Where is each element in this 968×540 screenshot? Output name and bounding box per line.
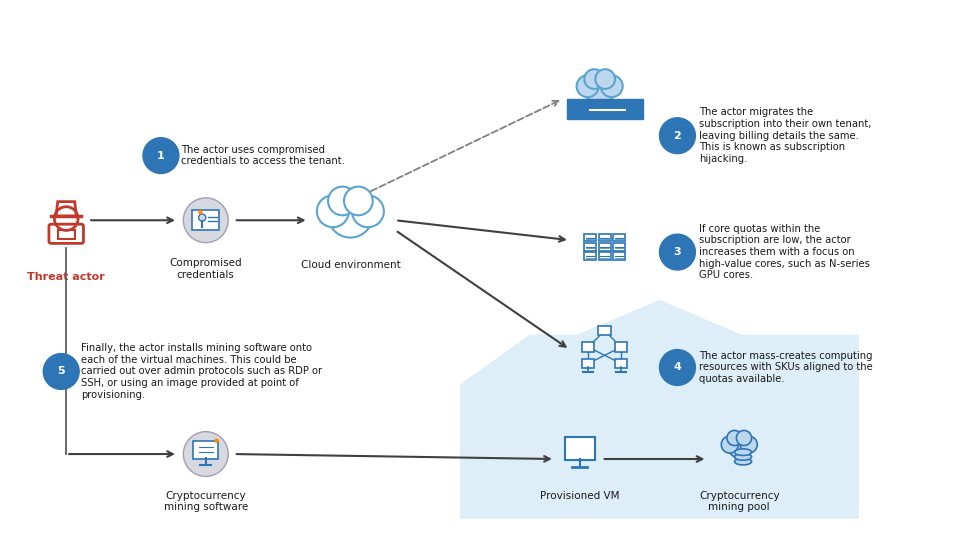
Text: 4: 4 bbox=[674, 362, 681, 373]
Circle shape bbox=[344, 187, 373, 215]
FancyBboxPatch shape bbox=[564, 437, 595, 460]
Ellipse shape bbox=[735, 454, 751, 460]
FancyBboxPatch shape bbox=[193, 210, 220, 230]
Circle shape bbox=[44, 354, 79, 389]
Circle shape bbox=[214, 438, 219, 443]
Text: Provisioned VM: Provisioned VM bbox=[540, 491, 620, 501]
Text: The actor mass-creates computing
resources with SKUs aligned to the
quotas avail: The actor mass-creates computing resourc… bbox=[700, 351, 873, 384]
Polygon shape bbox=[460, 300, 859, 384]
Text: The actor uses compromised
credentials to access the tenant.: The actor uses compromised credentials t… bbox=[181, 145, 345, 166]
FancyBboxPatch shape bbox=[615, 359, 627, 368]
FancyBboxPatch shape bbox=[613, 252, 625, 260]
Circle shape bbox=[721, 436, 739, 453]
Text: If core quotas within the
subscription are low, the actor
increases them with a : If core quotas within the subscription a… bbox=[700, 224, 870, 280]
Circle shape bbox=[737, 430, 751, 445]
Polygon shape bbox=[460, 335, 859, 519]
Text: Cryptocurrency
mining software: Cryptocurrency mining software bbox=[164, 491, 248, 512]
Text: Cryptocurrency
mining pool: Cryptocurrency mining pool bbox=[699, 491, 779, 512]
FancyBboxPatch shape bbox=[598, 326, 611, 335]
Circle shape bbox=[183, 431, 228, 476]
Circle shape bbox=[601, 75, 622, 97]
Ellipse shape bbox=[735, 458, 751, 465]
Text: 2: 2 bbox=[674, 131, 681, 141]
Text: Compromised
credentials: Compromised credentials bbox=[169, 258, 242, 280]
Circle shape bbox=[728, 435, 750, 458]
Text: 5: 5 bbox=[57, 367, 65, 376]
Circle shape bbox=[585, 69, 604, 89]
Circle shape bbox=[595, 69, 615, 89]
Ellipse shape bbox=[735, 449, 751, 455]
Circle shape bbox=[317, 195, 348, 227]
Circle shape bbox=[741, 436, 757, 453]
Text: 1: 1 bbox=[157, 151, 165, 160]
FancyBboxPatch shape bbox=[613, 243, 625, 251]
Text: Threat actor: Threat actor bbox=[27, 272, 106, 282]
Circle shape bbox=[659, 234, 695, 270]
Circle shape bbox=[727, 430, 742, 445]
Text: The actor migrates the
subscription into their own tenant,
leaving billing detai: The actor migrates the subscription into… bbox=[700, 107, 872, 164]
Circle shape bbox=[659, 349, 695, 386]
FancyBboxPatch shape bbox=[582, 342, 594, 352]
Circle shape bbox=[198, 210, 202, 214]
Text: Cloud environment: Cloud environment bbox=[300, 260, 400, 270]
FancyBboxPatch shape bbox=[599, 252, 611, 260]
Circle shape bbox=[328, 193, 373, 238]
FancyBboxPatch shape bbox=[585, 243, 596, 251]
Text: 3: 3 bbox=[674, 247, 681, 257]
FancyBboxPatch shape bbox=[566, 99, 643, 119]
FancyBboxPatch shape bbox=[599, 234, 611, 241]
Circle shape bbox=[585, 73, 615, 104]
Circle shape bbox=[143, 138, 179, 173]
Circle shape bbox=[352, 195, 384, 227]
FancyBboxPatch shape bbox=[585, 234, 596, 241]
FancyBboxPatch shape bbox=[585, 252, 596, 260]
FancyBboxPatch shape bbox=[615, 342, 627, 352]
Circle shape bbox=[659, 118, 695, 153]
Text: Finally, the actor installs mining software onto
each of the virtual machines. T: Finally, the actor installs mining softw… bbox=[81, 343, 322, 400]
FancyBboxPatch shape bbox=[582, 359, 594, 368]
FancyBboxPatch shape bbox=[613, 234, 625, 241]
FancyBboxPatch shape bbox=[194, 441, 219, 458]
Circle shape bbox=[198, 214, 206, 221]
Circle shape bbox=[183, 198, 228, 242]
FancyBboxPatch shape bbox=[599, 243, 611, 251]
Circle shape bbox=[577, 75, 598, 97]
Circle shape bbox=[328, 187, 357, 215]
